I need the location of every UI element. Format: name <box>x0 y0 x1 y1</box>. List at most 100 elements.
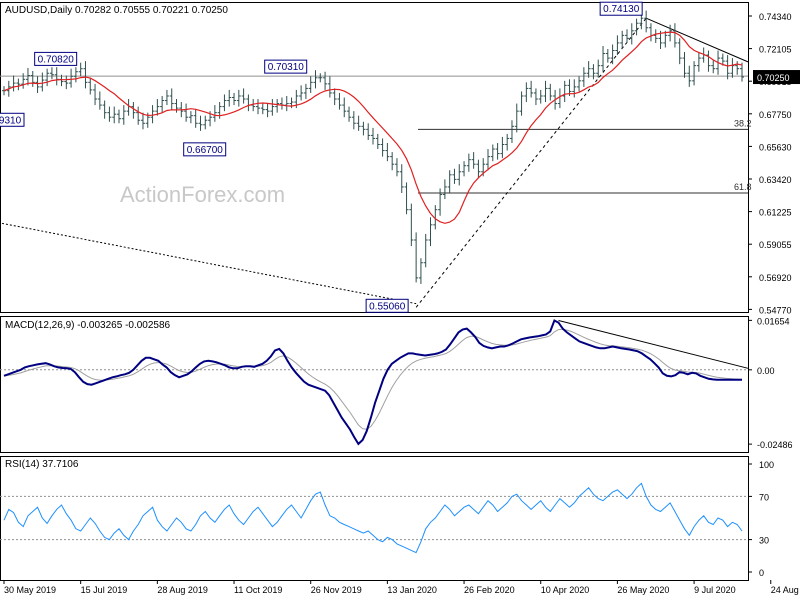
price-bar <box>500 136 505 159</box>
price-label-box <box>183 142 227 157</box>
macd-line <box>3 319 742 446</box>
rsi-y-tick-label: 30 <box>759 536 769 546</box>
price-bar <box>11 75 16 92</box>
price-bar <box>562 80 567 103</box>
x-tick-label: 24 Aug 2020 <box>771 585 800 595</box>
x-tick-label: 26 May 2020 <box>617 585 669 595</box>
price-bar <box>581 67 586 87</box>
price-bar <box>232 92 237 106</box>
price-panel-title: AUDUSD,Daily 0.70282 0.70555 0.70221 0.7… <box>5 5 228 16</box>
price-bar <box>260 103 265 115</box>
price-bar <box>720 53 725 66</box>
price-bar <box>371 127 375 145</box>
x-tick-label: 11 Oct 2019 <box>234 585 282 595</box>
price-label: 0.70310 <box>264 59 308 74</box>
price-bar <box>682 52 687 78</box>
price-bar <box>16 78 21 91</box>
watermark-text: ActionForex.com <box>120 182 285 207</box>
price-bar <box>730 58 735 78</box>
macd-panel-title: MACD(12,26,9) -0.003265 -0.002586 <box>5 320 171 331</box>
price-y-tick-label: 0.61225 <box>759 208 792 218</box>
price-label: 0.55060 <box>365 298 409 313</box>
price-bar <box>246 94 251 112</box>
axes-layer: 0.743400.721050.699150.677500.656300.634… <box>3 12 800 595</box>
price-bar <box>49 67 54 80</box>
price-label-box <box>0 112 25 127</box>
price-label: 0.74130 <box>599 1 643 16</box>
current-price-text: 0.70250 <box>757 73 790 83</box>
macd-trendline <box>558 319 749 369</box>
price-bar <box>548 83 553 101</box>
price-bar <box>433 205 438 230</box>
price-bar <box>313 70 318 89</box>
price-bar <box>112 106 117 124</box>
price-bar <box>241 88 246 104</box>
price-bar <box>385 142 390 162</box>
price-bar <box>88 77 93 95</box>
price-bar <box>121 105 126 125</box>
price-bar <box>601 45 606 72</box>
price-label-text: 0.70310 <box>268 62 305 73</box>
price-bar <box>361 121 366 136</box>
price-bar <box>347 106 352 122</box>
price-bar <box>404 182 409 215</box>
price-bar <box>605 48 610 63</box>
price-bar <box>735 61 740 75</box>
macd-y-tick-label: -0.02486 <box>757 440 793 450</box>
price-bar <box>452 168 457 184</box>
price-bar <box>399 164 404 194</box>
price-bar <box>83 61 88 89</box>
price-bar <box>677 38 682 65</box>
price-frame <box>0 2 749 313</box>
price-bar <box>644 10 649 33</box>
price-bar <box>21 73 26 89</box>
price-label: 0.70820 <box>34 51 78 66</box>
price-bar <box>78 62 83 77</box>
x-tick-label: 28 Aug 2019 <box>157 585 208 595</box>
price-bar <box>342 97 347 118</box>
price-y-tick-label: 0.59055 <box>759 240 792 250</box>
price-bar <box>160 95 165 113</box>
price-bar <box>126 99 131 116</box>
price-bar <box>514 103 519 133</box>
price-bar <box>356 115 361 131</box>
macd-y-tick-label: 0.01654 <box>757 316 790 326</box>
price-label-text: 0.74130 <box>603 4 640 15</box>
rsi-panel <box>0 482 748 554</box>
price-bar <box>596 59 601 78</box>
price-bar <box>102 100 107 119</box>
price-panel: 38.2 61.8 0.70820 0.66700 0.70310 0.55060 0.74… <box>0 1 752 313</box>
price-bar <box>438 188 443 216</box>
price-bar <box>409 203 414 247</box>
price-bar <box>629 23 634 45</box>
x-tick-label: 15 Jul 2019 <box>81 585 128 595</box>
price-y-tick-label: 0.72105 <box>759 45 792 55</box>
price-y-tick-label: 0.54770 <box>759 305 792 315</box>
price-bar <box>227 89 232 107</box>
price-bar <box>265 103 270 118</box>
price-bar <box>299 85 304 101</box>
price-bar <box>107 106 112 122</box>
current-price-bg <box>753 70 800 85</box>
price-bar <box>572 79 577 98</box>
price-y-tick-label: 0.74340 <box>759 12 792 22</box>
rsi-y-tick-label: 0 <box>759 568 764 578</box>
price-bar <box>687 65 692 87</box>
x-tick-label: 26 Feb 2020 <box>464 585 515 595</box>
price-bar <box>476 159 481 178</box>
current-price-tag: 0.70250 <box>753 70 800 85</box>
price-bar <box>40 72 45 92</box>
price-bar <box>533 88 538 106</box>
price-bar <box>184 103 189 122</box>
price-bar <box>327 76 332 98</box>
price-bar <box>457 164 462 186</box>
price-bar <box>663 30 668 48</box>
price-bar <box>131 102 136 119</box>
price-bar <box>117 109 122 124</box>
price-bar <box>620 30 625 49</box>
price-bar <box>414 232 419 283</box>
price-bar <box>45 68 50 87</box>
price-bar <box>615 35 620 56</box>
